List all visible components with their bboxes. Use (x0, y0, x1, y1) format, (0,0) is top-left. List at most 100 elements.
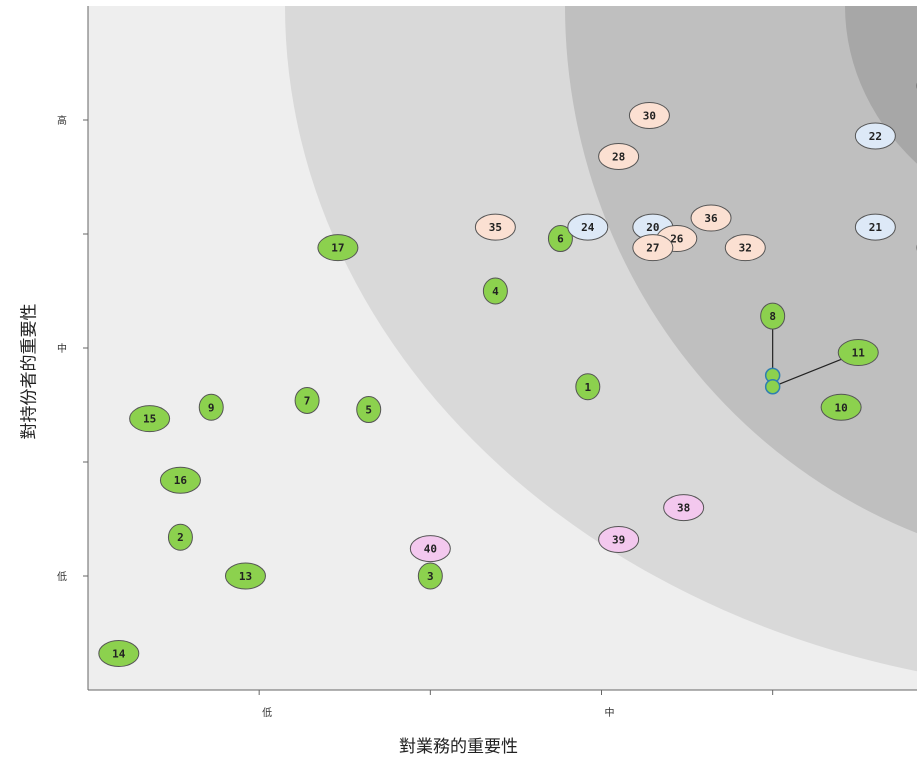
point-label: 9 (208, 401, 215, 414)
point-22: 22 (854, 122, 896, 150)
point-35: 35 (474, 213, 516, 241)
point-6: 6 (547, 225, 573, 253)
point-27: 27 (632, 234, 674, 262)
point-bubble (567, 213, 609, 241)
point-label: 1 (584, 381, 591, 394)
point-label: 22 (869, 130, 882, 143)
point-label: 10 (835, 401, 848, 414)
x-tick-label: 中 (605, 706, 615, 719)
point-bubble (854, 213, 896, 241)
point-bubble (760, 302, 786, 330)
point-11: 11 (837, 339, 879, 367)
point-bubble (854, 122, 896, 150)
point-16: 16 (159, 466, 201, 494)
point-24: 24 (567, 213, 609, 241)
point-bubble (356, 396, 382, 424)
point-label: 20 (646, 221, 659, 234)
point-36: 36 (690, 204, 732, 232)
x-tick-label: 低 (262, 706, 272, 719)
point-label: 15 (143, 413, 156, 426)
background-zones (88, 6, 917, 690)
y-tick-label: 低 (57, 570, 67, 583)
point-bubble (837, 339, 879, 367)
point-label: 5 (365, 404, 372, 417)
point-bubble (575, 373, 601, 401)
point-bubble (409, 535, 451, 563)
point-bubble (294, 386, 320, 414)
point-bubble (690, 204, 732, 232)
point-21: 21 (854, 213, 896, 241)
y-axis-label: 對持份者的重要性 (19, 303, 40, 440)
point-5: 5 (356, 396, 382, 424)
point-bubble (598, 526, 640, 554)
point-label: 8 (769, 310, 776, 323)
data-points: 1234567891011121314151617181920212223242… (98, 82, 917, 668)
point-13: 13 (224, 562, 266, 590)
y-tick-label: 中 (57, 342, 67, 355)
point-7: 7 (294, 386, 320, 414)
point-bubble (159, 466, 201, 494)
point-30: 30 (628, 101, 670, 129)
point-label: 35 (489, 221, 502, 234)
point-bubble (547, 225, 573, 253)
point-label: 27 (646, 242, 659, 255)
point-15: 15 (129, 405, 171, 433)
point-bubble (820, 393, 862, 421)
point-label: 26 (670, 233, 684, 246)
point-label: 40 (424, 543, 437, 556)
point-label: 6 (557, 233, 564, 246)
point-label: 2 (177, 531, 184, 544)
point-bubble (632, 234, 674, 262)
point-label: 30 (643, 109, 656, 122)
point-label: 4 (492, 285, 499, 298)
point-28: 28 (598, 142, 640, 170)
point-10: 10 (820, 393, 862, 421)
point-bubble (724, 234, 766, 262)
point-14: 14 (98, 640, 140, 668)
point-38: 38 (663, 494, 705, 522)
point-bubble (129, 405, 171, 433)
point-label: 21 (869, 221, 883, 234)
point-bubble (474, 213, 516, 241)
point-label: 3 (427, 570, 434, 583)
point-label: 39 (612, 534, 625, 547)
point-label: 16 (174, 474, 188, 487)
point-2: 2 (167, 523, 193, 551)
point-1: 1 (575, 373, 601, 401)
point-bubble (628, 101, 670, 129)
zone-very-high (845, 6, 917, 164)
anchor-marker (764, 379, 781, 395)
point-9: 9 (198, 393, 224, 421)
point-bubble (598, 142, 640, 170)
point-39: 39 (598, 526, 640, 554)
point-3: 3 (417, 562, 443, 590)
point-4: 4 (482, 277, 508, 305)
point-label: 7 (304, 394, 311, 407)
point-17: 17 (317, 234, 359, 262)
x-axis-label: 對業務的重要性 (399, 737, 518, 757)
point-bubble (224, 562, 266, 590)
y-tick-label: 高 (57, 114, 67, 127)
point-bubble (482, 277, 508, 305)
point-8: 8 (760, 302, 786, 330)
point-label: 24 (581, 221, 595, 234)
point-bubble (317, 234, 359, 262)
point-label: 38 (677, 502, 690, 515)
point-label: 11 (852, 347, 866, 360)
point-label: 14 (112, 648, 126, 661)
point-bubble (98, 640, 140, 668)
point-32: 32 (724, 234, 766, 262)
point-bubble (167, 523, 193, 551)
point-label: 28 (612, 150, 625, 163)
leader-lines (764, 316, 859, 395)
point-bubble (417, 562, 443, 590)
axis-ticks: 低中高低中高 (57, 114, 774, 719)
point-label: 36 (704, 212, 718, 225)
point-label: 32 (739, 242, 752, 255)
point-label: 13 (239, 570, 252, 583)
point-bubble (663, 494, 705, 522)
point-40: 40 (409, 535, 451, 563)
point-label: 17 (331, 242, 344, 255)
point-bubble (198, 393, 224, 421)
